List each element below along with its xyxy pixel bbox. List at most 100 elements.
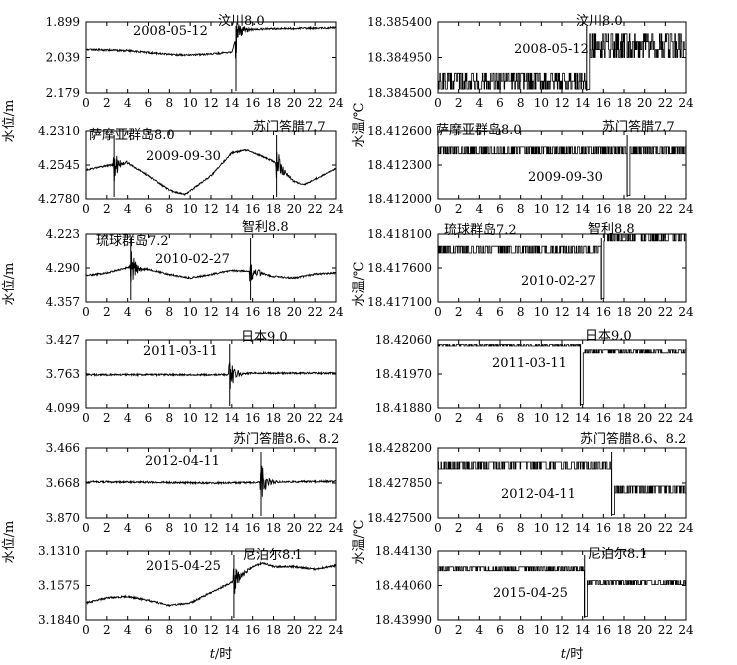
y-tick-label: 18.418100 [367,227,432,241]
left-y-title-bottom: 水位/m [2,521,17,564]
x-tick-label: 24 [678,521,694,535]
x-tick-label: 10 [534,96,549,110]
x-tick-label: 18 [266,623,281,637]
y-tick-label: 18.41970 [375,367,432,381]
x-tick-label: 18 [266,521,281,535]
x-tick-label: 2 [103,305,111,319]
panel5r-quake: 苏门答腊8.6、8.2 [580,431,686,447]
left-y-title-top: 水位/m [2,100,17,143]
x-tick-label: 16 [596,305,611,319]
y-tick-label: 18.417100 [367,295,432,309]
y-tick-label: 18.385400 [367,15,432,29]
y-tick-label: 3.1575 [38,579,80,593]
x-tick-label: 24 [328,305,344,319]
x-tick-label: 12 [203,96,218,110]
x-tick-label: 12 [554,521,569,535]
x-tick-label: 8 [517,305,525,319]
x-tick-label: 18 [616,411,631,425]
right-x-title: t/时 [561,647,584,662]
panel2r-quake1: 萨摩亚群岛8.0 [436,122,522,138]
x-tick-label: 12 [203,202,218,216]
y-tick-label: 18.41880 [375,401,432,415]
panel4r-date: 2011-03-11 [492,356,567,371]
panel3r-quake1: 琉球群岛7.2 [444,222,517,238]
x-tick-label: 0 [434,96,442,110]
x-tick-label: 2 [455,623,463,637]
y-tick-label: 3.427 [46,333,80,347]
x-tick-label: 14 [575,96,591,110]
x-tick-label: 8 [517,96,525,110]
x-tick-label: 20 [287,521,302,535]
x-tick-label: 2 [455,202,463,216]
water-level-panel-1-frame [85,21,337,94]
right-x-title-unit: /时 [566,647,583,662]
panel1r-quake: 汶川8.0 [576,13,623,29]
x-tick-label: 8 [517,411,525,425]
x-tick-label: 22 [658,411,673,425]
x-tick-label: 0 [434,202,442,216]
x-tick-label: 8 [517,521,525,535]
x-tick-label: 22 [658,305,673,319]
panel1-date: 2008-05-12 [133,24,208,39]
x-tick-label: 0 [82,411,90,425]
water-temp-trace-1 [438,33,687,90]
x-tick-label: 22 [308,521,323,535]
x-tick-label: 14 [224,411,240,425]
x-tick-label: 8 [166,411,174,425]
right-y-title-top: 水温/℃ [352,103,367,148]
x-tick-label: 16 [245,96,260,110]
panel2r-quake2: 苏门答腊7.7 [602,119,675,135]
x-tick-label: 2 [103,202,111,216]
x-tick-label: 20 [637,96,652,110]
x-tick-label: 10 [534,623,549,637]
x-tick-label: 2 [103,96,111,110]
x-tick-label: 18 [266,411,281,425]
x-tick-label: 18 [616,305,631,319]
x-tick-label: 20 [637,521,652,535]
x-tick-label: 14 [575,623,591,637]
x-tick-label: 24 [328,202,344,216]
x-tick-label: 16 [245,411,260,425]
panel5r-date: 2012-04-11 [501,487,576,502]
left-x-title: t/时 [210,647,233,662]
x-tick-label: 10 [534,521,549,535]
x-tick-label: 4 [476,96,484,110]
x-tick-label: 18 [266,202,281,216]
x-tick-label: 4 [124,521,132,535]
x-tick-label: 6 [145,96,153,110]
x-tick-label: 14 [575,411,591,425]
y-tick-label: 3.1840 [38,613,80,627]
x-tick-label: 6 [496,305,504,319]
x-tick-label: 20 [637,305,652,319]
water-temp-trace-2 [438,146,686,196]
y-tick-label: 3.466 [46,441,80,455]
x-tick-label: 14 [224,96,240,110]
x-tick-label: 24 [678,96,694,110]
right-y-title-mid: 水温/℃ [352,262,367,307]
y-tick-label: 3.1310 [38,544,80,558]
x-tick-label: 22 [308,202,323,216]
x-tick-label: 0 [82,521,90,535]
x-tick-label: 12 [203,521,218,535]
x-tick-label: 16 [596,96,611,110]
x-tick-label: 12 [554,623,569,637]
right-y-title-bottom: 水温/℃ [352,520,367,565]
panel3r-quake2: 智利8.8 [588,222,635,237]
water-level-trace-2 [85,148,337,196]
x-tick-label: 8 [517,202,525,216]
x-tick-label: 18 [616,96,631,110]
x-tick-label: 2 [103,411,111,425]
x-tick-label: 4 [476,411,484,425]
x-tick-label: 4 [476,521,484,535]
x-tick-label: 8 [166,96,174,110]
x-tick-label: 0 [82,96,90,110]
x-tick-label: 22 [658,521,673,535]
x-tick-label: 16 [596,411,611,425]
left-y-title-mid: 水位/m [2,263,17,306]
water-temperature-panels: 0 2 4 6 8 10 12 14 16 18 20 22 2418.38540018.3849501… [367,15,694,637]
x-tick-label: 12 [203,623,218,637]
x-tick-label: 12 [203,411,218,425]
x-tick-label: 0 [434,411,442,425]
x-tick-label: 24 [328,521,344,535]
x-tick-label: 14 [224,202,240,216]
